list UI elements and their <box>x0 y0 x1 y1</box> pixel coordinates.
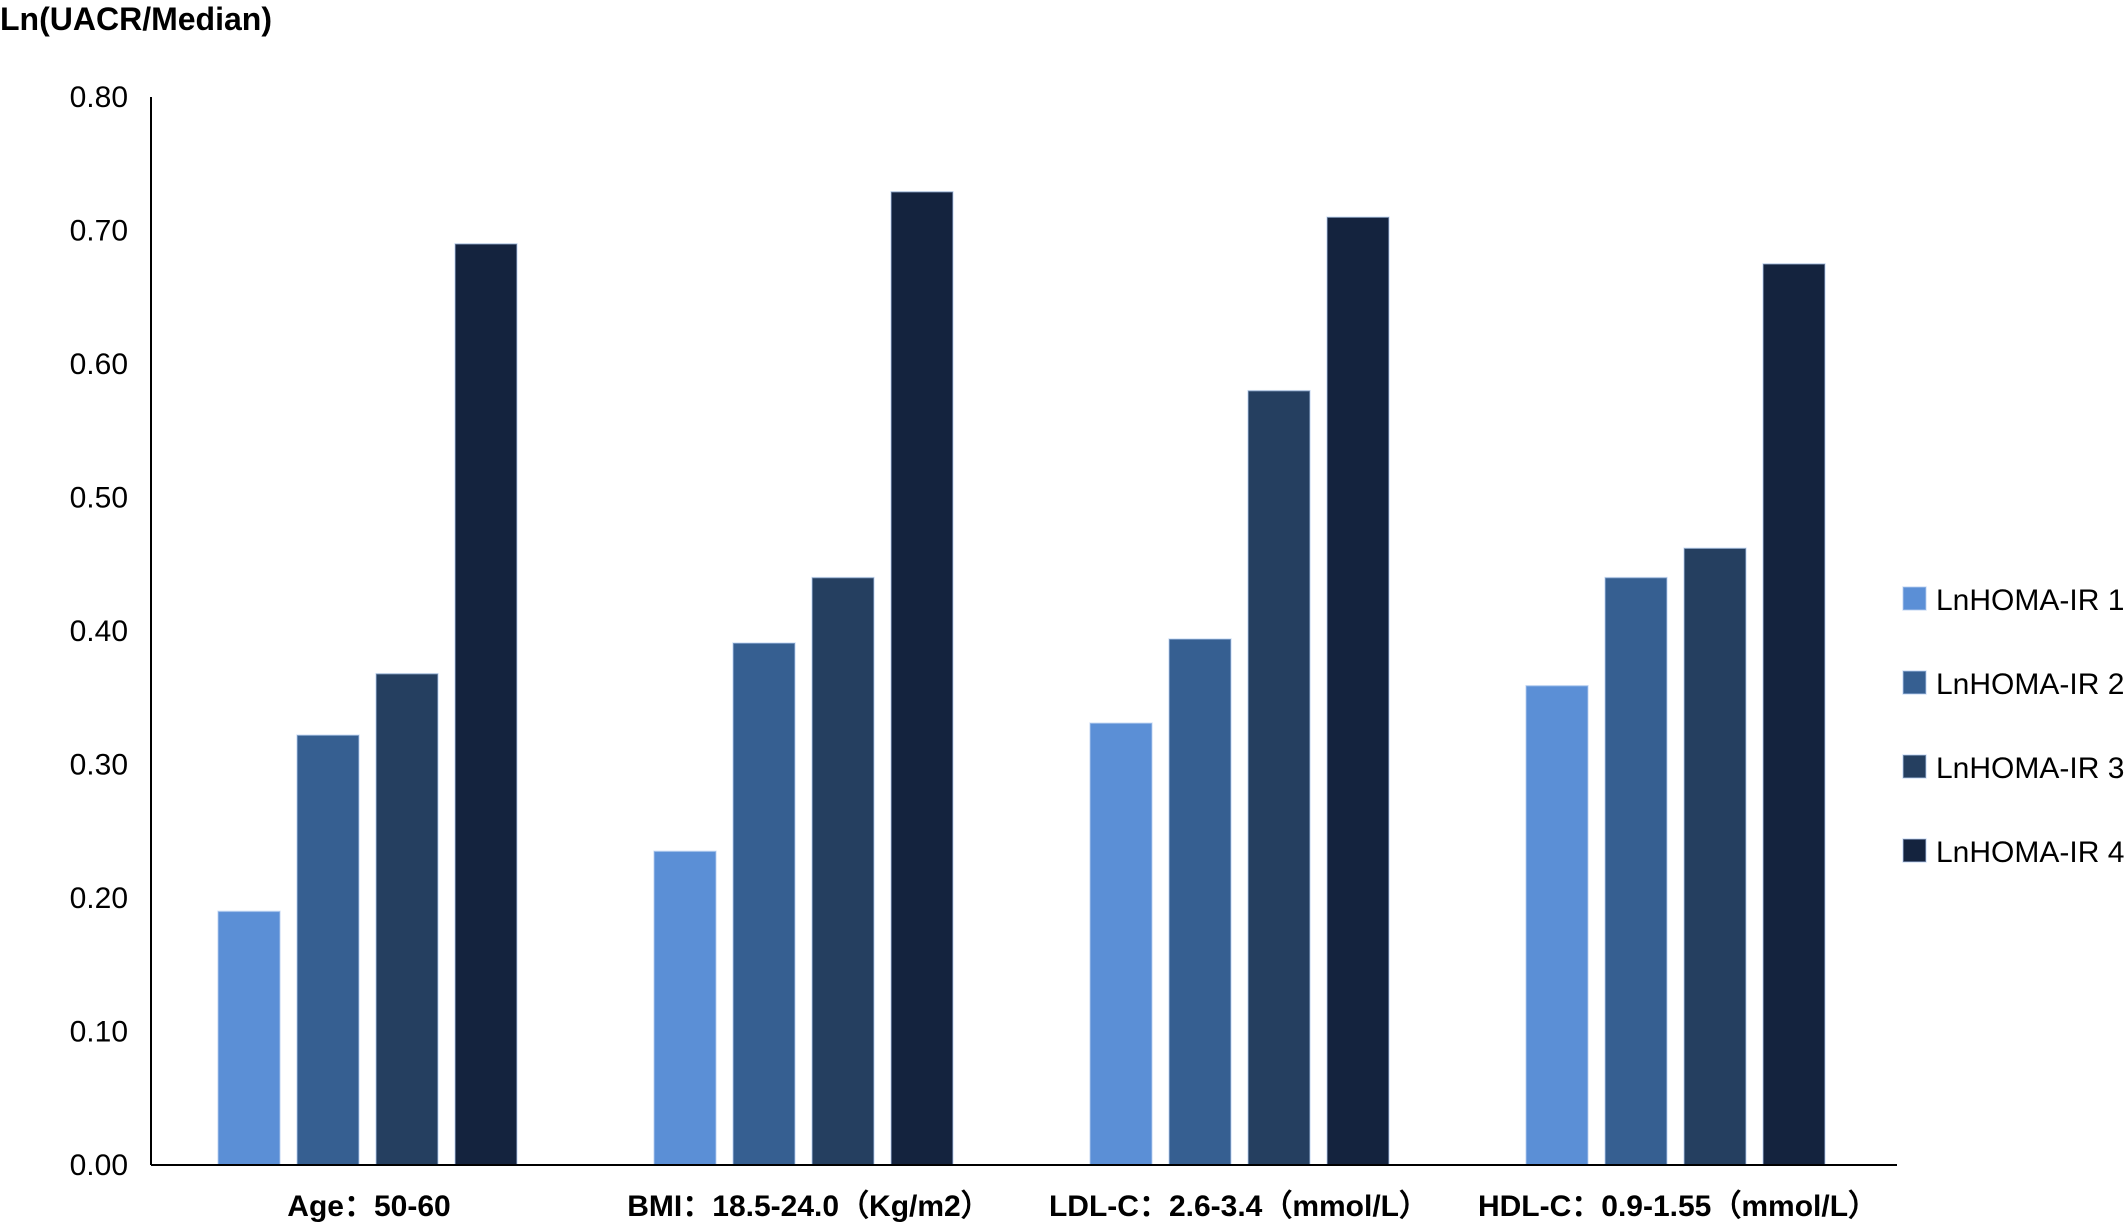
y-tick-label: 0.10 <box>70 1016 128 1049</box>
x-axis-categories: Age：50-60 BMI：18.5-24.0（Kg/m2） LDL-C：2.6-3… <box>287 1189 1878 1223</box>
x-category-label: Age：50-60 <box>287 1190 450 1223</box>
legend-swatch <box>1902 670 1927 695</box>
bar-1-4 <box>1525 684 1589 1166</box>
x-category-label: LDL-C：2.6-3.4（mmol/L） <box>1049 1189 1429 1223</box>
bar-1-1 <box>217 910 281 1166</box>
y-tick-label: 0.00 <box>70 1149 128 1182</box>
bar-4-1 <box>454 243 518 1166</box>
y-tick-label: 0.80 <box>70 81 128 114</box>
y-tick-label: 0.20 <box>70 882 128 915</box>
legend-label: LnHOMA-IR 1 <box>1936 584 2124 617</box>
bar-4-2 <box>890 191 954 1166</box>
y-tick-label: 0.60 <box>70 348 128 381</box>
bar-3-3 <box>1247 389 1311 1166</box>
bar-3-2 <box>811 576 875 1166</box>
legend-label: LnHOMA-IR 2 <box>1936 668 2124 701</box>
legend-label: LnHOMA-IR 3 <box>1936 752 2124 785</box>
x-category-label: BMI：18.5-24.0（Kg/m2） <box>627 1189 990 1223</box>
legend-label: LnHOMA-IR 4 <box>1936 836 2124 869</box>
bar-1-2 <box>653 850 717 1166</box>
bar-3-4 <box>1683 547 1747 1166</box>
y-tick-label: 0.40 <box>70 615 128 648</box>
bar-2-4 <box>1604 576 1668 1166</box>
legend-swatch <box>1902 586 1927 611</box>
y-axis-label: Ln(UACR/Median) <box>0 1 272 37</box>
y-tick-label: 0.70 <box>70 215 128 248</box>
bar-2-3 <box>1168 638 1232 1166</box>
y-tick-label: 0.50 <box>70 482 128 515</box>
bar-4-3 <box>1326 216 1390 1166</box>
y-axis-ticks: 0.00 0.10 0.20 0.30 0.40 0.50 0.60 0.70 0.80 <box>70 81 128 1182</box>
legend-swatch <box>1902 754 1927 779</box>
legend-swatch <box>1902 838 1927 863</box>
bars <box>217 191 1826 1166</box>
bar-2-2 <box>732 642 796 1166</box>
x-category-label: HDL-C：0.9-1.55（mmol/L） <box>1478 1189 1878 1223</box>
y-tick-label: 0.30 <box>70 749 128 782</box>
bar-1-3 <box>1089 722 1153 1166</box>
bar-2-1 <box>296 734 360 1166</box>
bar-4-4 <box>1762 263 1826 1166</box>
bar-3-1 <box>375 672 439 1166</box>
legend: LnHOMA-IR 1 LnHOMA-IR 2 LnHOMA-IR 3 LnHOMA-… <box>1902 584 2124 869</box>
